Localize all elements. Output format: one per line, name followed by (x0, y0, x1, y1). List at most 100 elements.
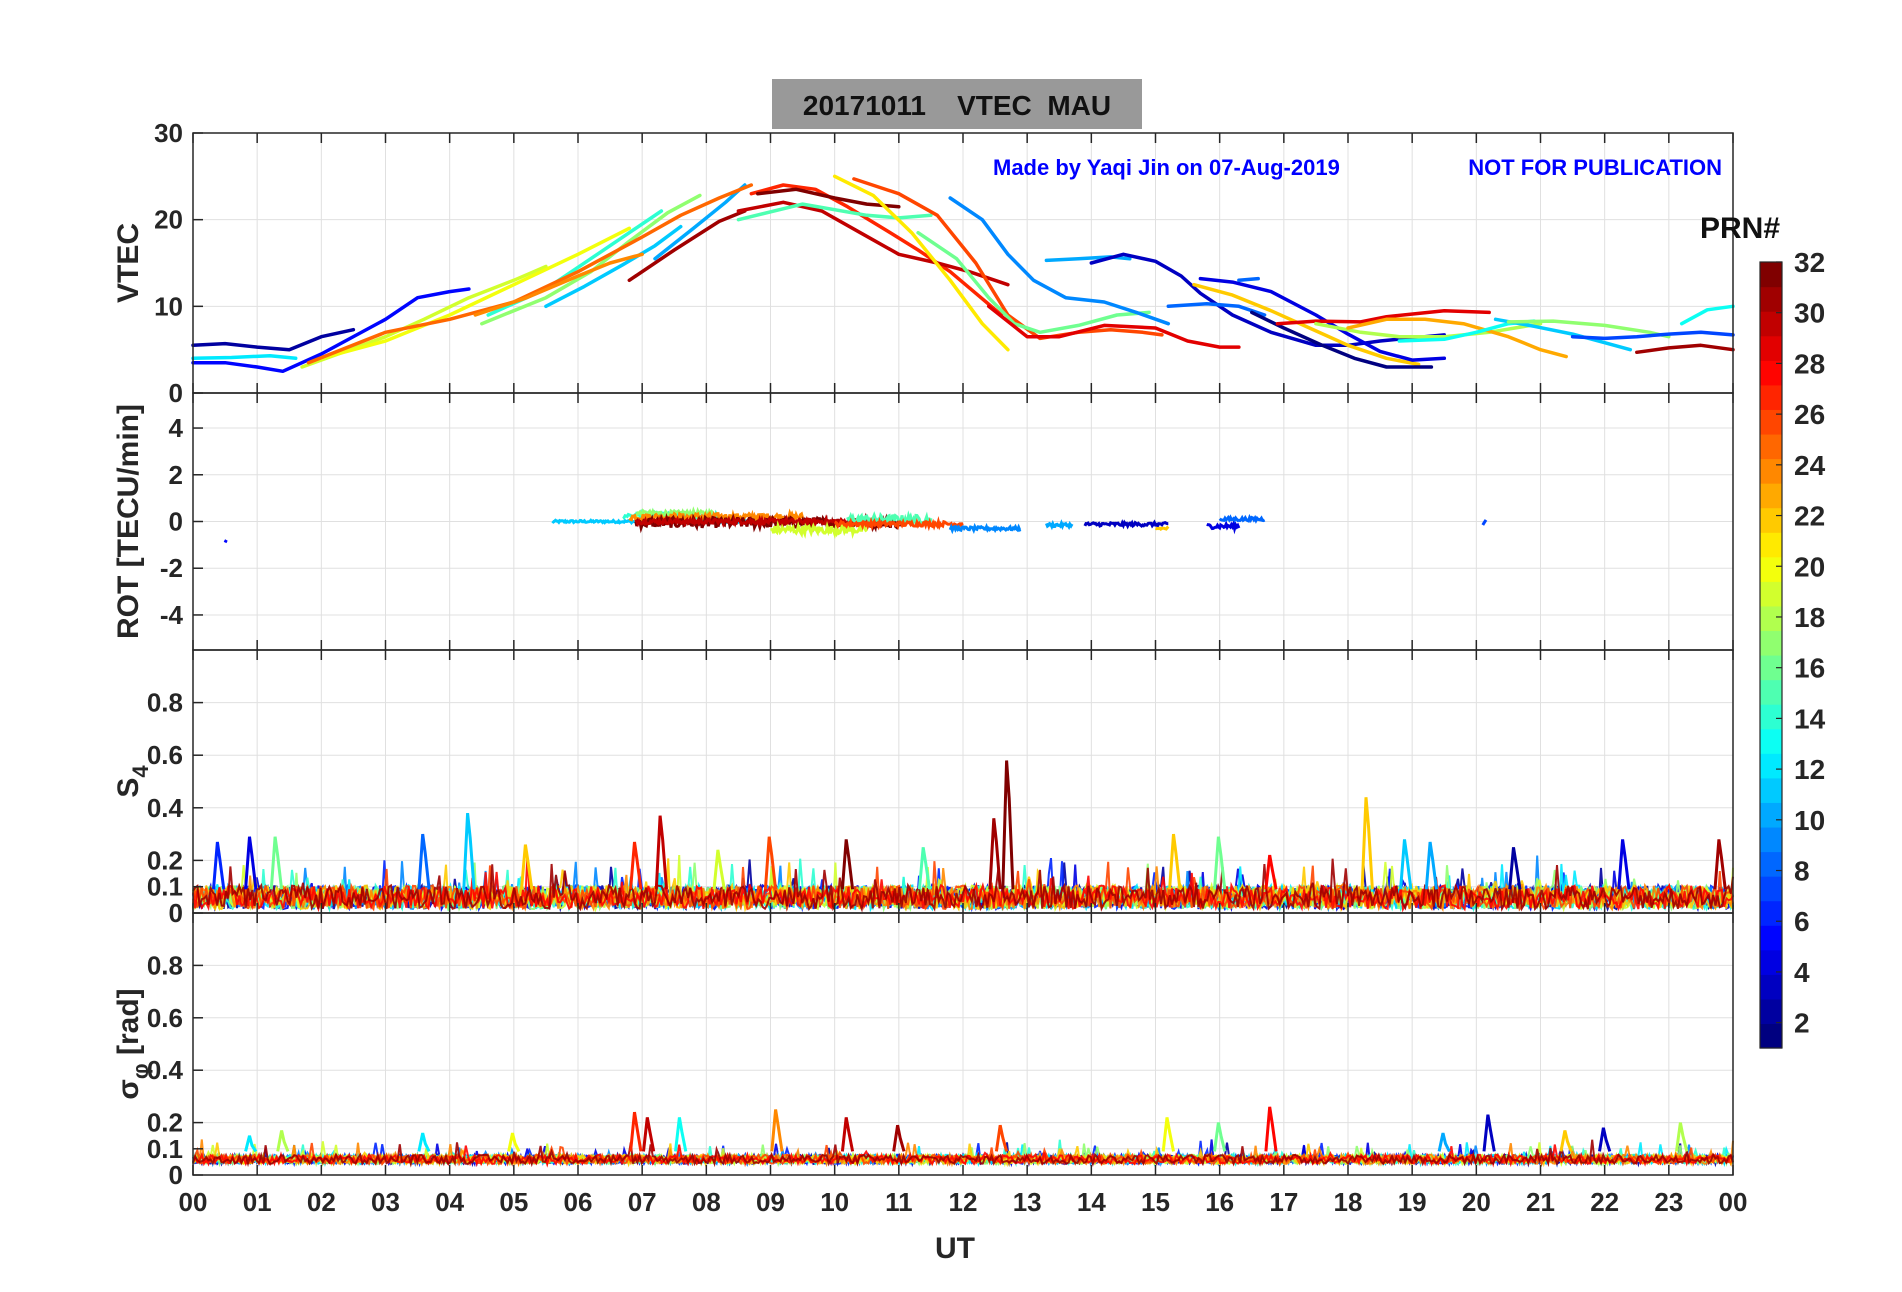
y-tick-label-s4: 0.8 (147, 688, 183, 718)
s4-spike (269, 836, 284, 890)
x-tick-labels: 00 01 02 03 04 05 06 07 08 09 10 11 12 13 14 15 16 17 18 19… (179, 1187, 1748, 1217)
colorbar-tick-label: 32 (1794, 247, 1825, 278)
s4-spike (840, 839, 855, 890)
data-vtec (191, 174, 1735, 374)
sigma_phi-spike (629, 1111, 643, 1152)
vtec-series-prn-29 (1275, 308, 1491, 326)
colorbar-title: PRN# (1700, 212, 1780, 245)
vtec-series-prn-25 (306, 183, 754, 365)
x-tick-label: 14 (1077, 1187, 1106, 1217)
x-tick-label: 21 (1526, 1187, 1555, 1217)
colorbar-tick-label: 20 (1794, 551, 1825, 582)
rot-series-prn-26 (834, 515, 964, 532)
title-date: 20171011 (803, 90, 926, 121)
made-by-annotation: Made by Yaqi Jin on 07-Aug-2019 (993, 155, 1340, 180)
colorbar-tick-label: 2 (1794, 1008, 1810, 1039)
colorbar-swatch (1760, 433, 1782, 460)
rot-series-prn-19 (770, 520, 868, 540)
x-tick-label: 22 (1590, 1187, 1619, 1217)
y-tick-label-sigma_phi: 0.8 (147, 950, 183, 980)
x-tick-label: 10 (820, 1187, 849, 1217)
colorbar-tick-label: 8 (1794, 856, 1810, 887)
colorbar-swatch (1760, 704, 1782, 730)
title-quantity: VTEC (957, 90, 1032, 121)
colorbar-swatch (1760, 777, 1782, 803)
colorbar-swatch (1760, 605, 1782, 632)
sigma_phi-spike (770, 1109, 784, 1152)
y-tick-label-vtec: 0 (169, 378, 183, 408)
colorbar-swatch (1760, 458, 1782, 484)
vtec-series-prn-8 (1166, 301, 1267, 317)
vtec-series-prn-3 (1089, 252, 1447, 348)
rot-series-prn-5 (223, 539, 228, 544)
vtec-series-prn-18 (1314, 321, 1543, 339)
vtec-series-prn-29 (986, 304, 1241, 349)
x-tick-label: 20 (1462, 1187, 1491, 1217)
vtec-series-prn-4 (1198, 276, 1447, 362)
sigma_phi-spike (994, 1124, 1009, 1152)
x-tick-label: 08 (692, 1187, 721, 1217)
colorbar-swatch (1760, 581, 1782, 607)
x-axis-label: UT (935, 1232, 975, 1265)
s4-spike (1360, 797, 1374, 890)
sigma_phi-spike (1161, 1117, 1175, 1152)
colorbar-swatch (1760, 728, 1782, 754)
vtec-series-prn-31 (1635, 343, 1735, 355)
colorbar-swatch (1760, 311, 1782, 337)
colorbar-swatch (1760, 949, 1782, 975)
data-sigma_phi (192, 1106, 1734, 1168)
panel-s4: 00.10.2 0.4 0.6 0.8 S4 (112, 649, 1734, 928)
s4-spike (1168, 833, 1182, 890)
y-tick-label-sigma_phi: 0.1 (147, 1134, 183, 1164)
vtec-series-prn-24 (473, 252, 644, 317)
sigma_phi-spike (507, 1132, 521, 1153)
sigma_phi-spike (674, 1117, 688, 1152)
rot-series-prn-10 (1045, 519, 1074, 531)
vtec-series-prn-8 (1237, 276, 1260, 283)
colorbar-tick-label: 16 (1794, 653, 1825, 684)
rot-series-prn-15 (846, 510, 933, 528)
colorbar-swatch (1760, 532, 1782, 558)
colorbar-tick-label: 4 (1794, 957, 1810, 988)
rot-series-prn-30 (634, 514, 868, 528)
rot-series-prn-8 (1218, 513, 1266, 524)
s4-spike (917, 847, 932, 890)
s4-spike (462, 812, 476, 890)
vtec-series-prn-31 (627, 209, 747, 283)
colorbar-tick-label: 6 (1794, 906, 1810, 937)
x-tick-label: 19 (1398, 1187, 1427, 1217)
sigma_phi-spike (892, 1124, 906, 1152)
x-tick-label: 12 (949, 1187, 978, 1217)
vtec-series-prn-11 (1493, 317, 1633, 352)
s4-spike (1264, 854, 1278, 890)
colorbar-swatch (1760, 753, 1782, 779)
x-tick-label: 01 (243, 1187, 272, 1217)
colorbar-swatch (1760, 483, 1782, 509)
colorbar-swatch (1760, 630, 1782, 656)
s4-spike (1213, 836, 1227, 890)
rot-series-prn-9 (948, 522, 1022, 535)
chart-title: 20171011 VTEC MAU (803, 90, 1111, 121)
colorbar-swatch (1760, 360, 1782, 386)
sigma_phi-spike (1559, 1130, 1573, 1152)
sigma_phi-spike (1675, 1122, 1689, 1152)
x-tick-label: 18 (1334, 1187, 1363, 1217)
colorbar-swatch (1760, 998, 1782, 1025)
sigma_phi-spike (642, 1117, 656, 1152)
y-tick-label-rot: 2 (169, 460, 183, 490)
rot-series-prn-7 (1481, 519, 1488, 526)
y-tick-label-rot: -2 (160, 553, 183, 583)
s4-trace-prn-31 (192, 858, 1734, 913)
y-tick-label-sigma_phi: 0.2 (147, 1108, 183, 1138)
sigma_phi-spike (1437, 1132, 1451, 1153)
x-tick-label: 05 (499, 1187, 528, 1217)
y-axis-label-sigma_phi: σφ [rad] (112, 988, 153, 1099)
colorbar-tick-label: 22 (1794, 501, 1825, 532)
colorbar-swatch (1760, 335, 1782, 361)
y-tick-label-vtec: 10 (154, 291, 183, 321)
panel-rot: -4 -2 0 2 4 ROT [TECU/min] (112, 392, 1734, 651)
x-tick-label: 02 (307, 1187, 336, 1217)
x-tick-label: 07 (628, 1187, 657, 1217)
x-tick-label: 00 (1719, 1187, 1748, 1217)
